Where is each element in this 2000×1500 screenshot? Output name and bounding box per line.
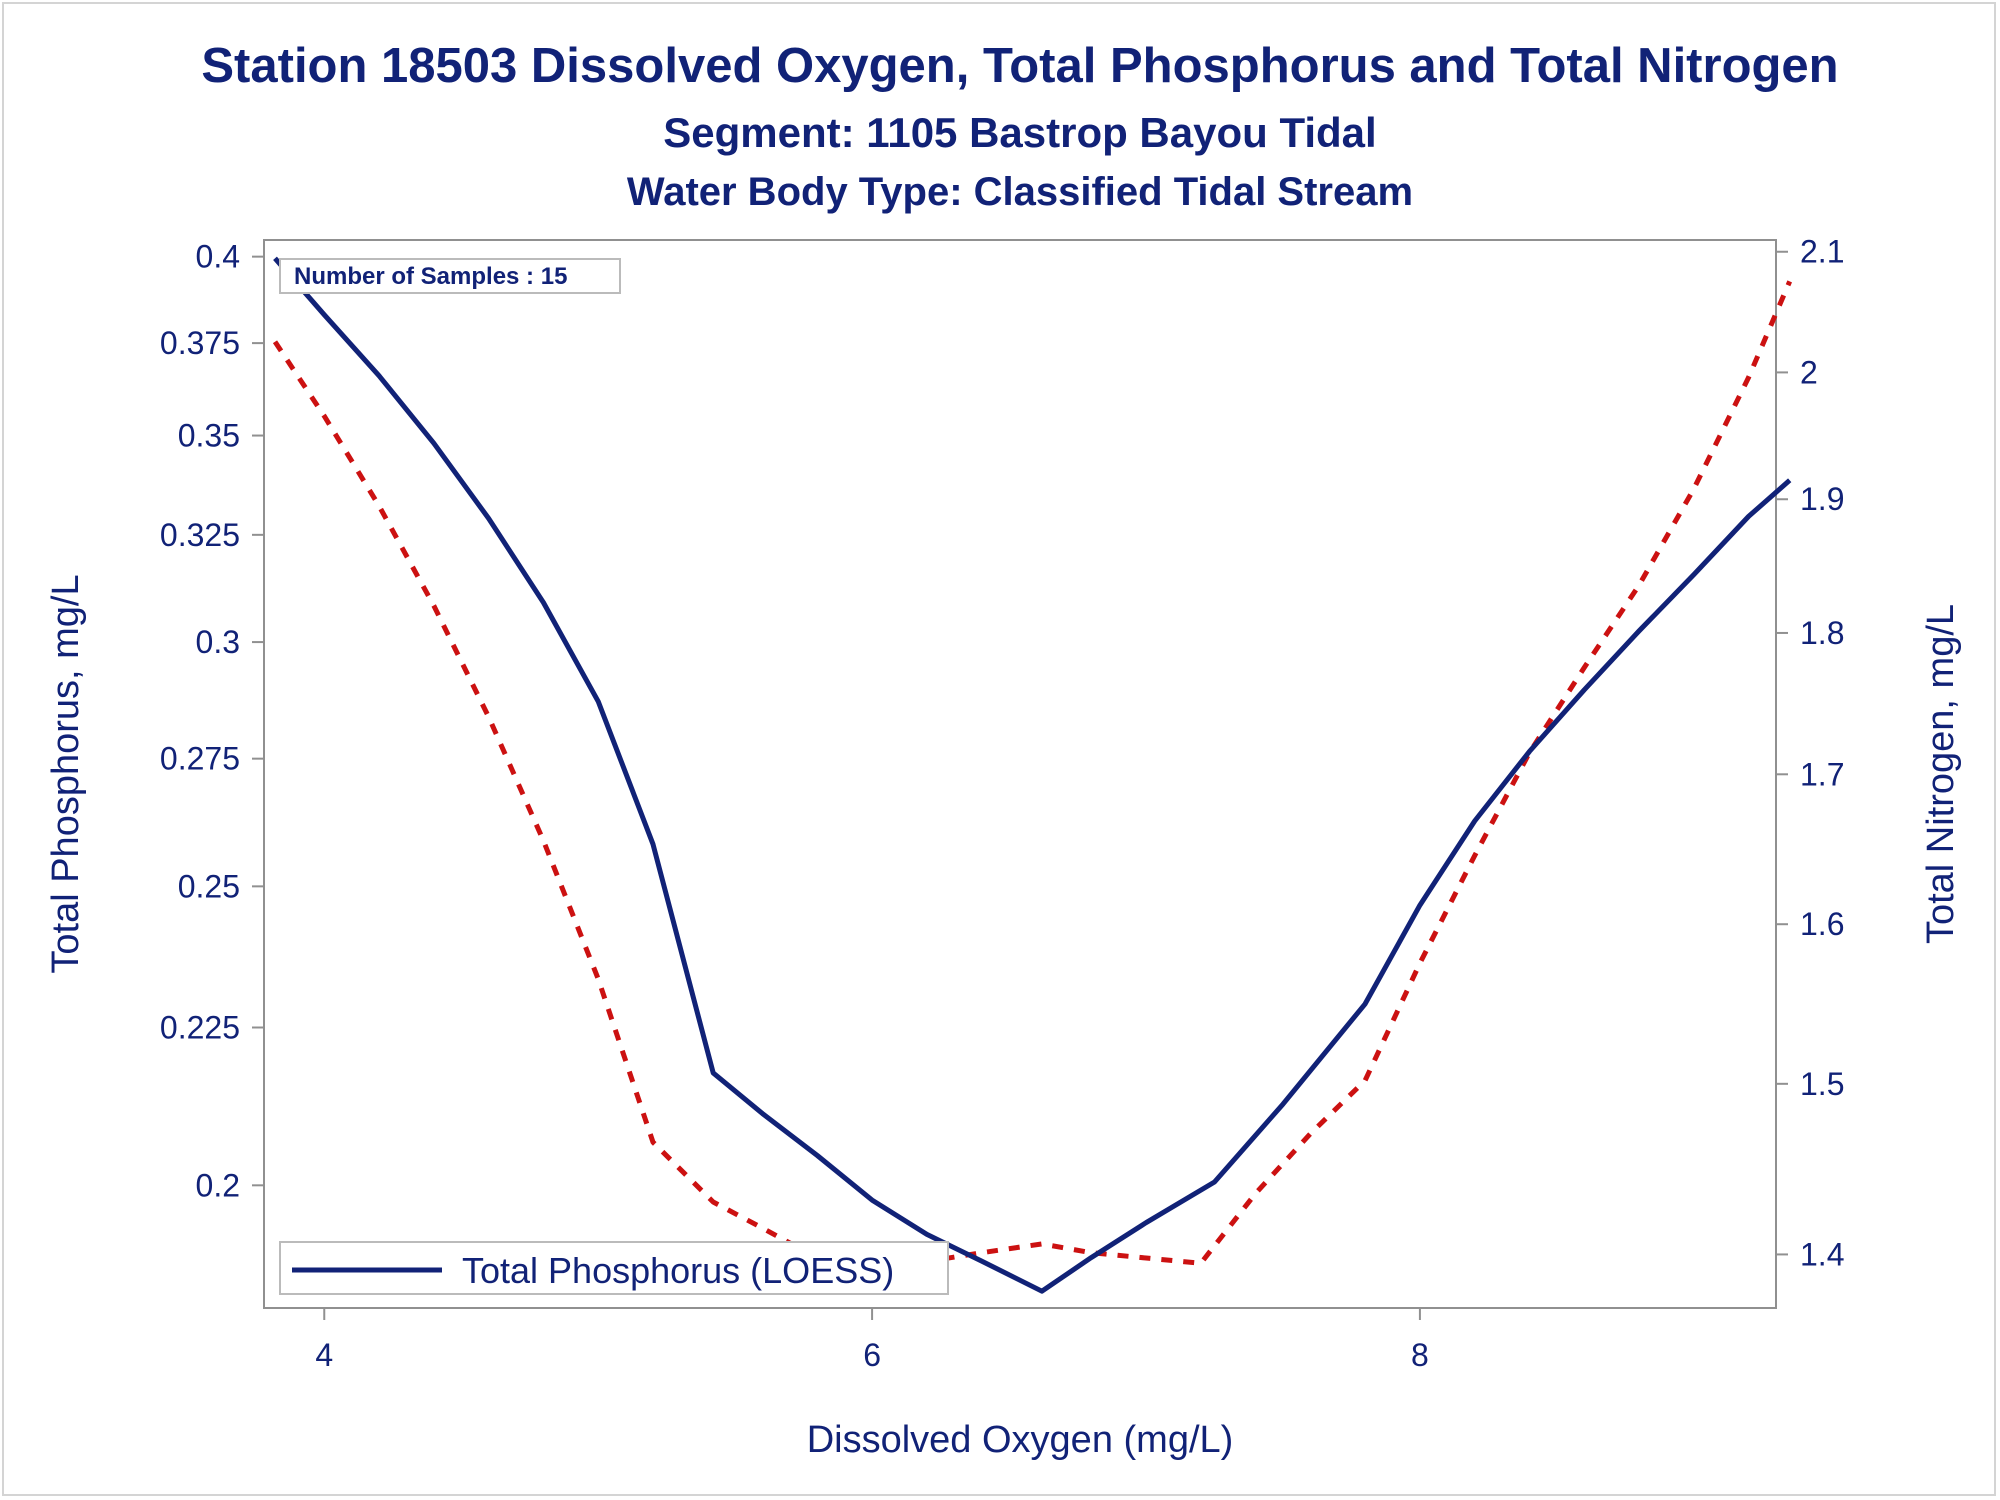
x-tick-label: 4 (315, 1337, 333, 1373)
y2-tick-label: 1.7 (1800, 756, 1844, 792)
series-line-total-phosphorus (273, 256, 1792, 1294)
y-tick-label: 0.325 (160, 517, 240, 553)
sample-count-text: Number of Samples : 15 (294, 263, 567, 290)
y2-tick-label: 1.8 (1800, 615, 1844, 651)
y2-tick-label: 1.9 (1800, 481, 1844, 517)
y-axis-right: 1.4 1.5 1.6 1.7 1.8 1.9 2 2.1 (1776, 234, 1844, 1272)
series-line-total-nitrogen (272, 280, 1792, 1291)
y-axis-label-left: Total Phosphorus, mg/L (45, 574, 87, 973)
y-tick-label: 0.3 (196, 624, 240, 660)
legend: Total Phosphorus (LOESS) (279, 1241, 949, 1295)
y-tick-label: 0.25 (178, 868, 240, 904)
chart-title: Station 18503 Dissolved Oxygen, Total Ph… (201, 39, 1838, 93)
y-tick-label: 0.225 (160, 1010, 240, 1046)
y-tick-label: 0.375 (160, 325, 240, 361)
y2-tick-label: 1.6 (1800, 906, 1844, 942)
y-tick-label: 0.275 (160, 741, 240, 777)
x-axis-label: Dissolved Oxygen (mg/L) (807, 1419, 1234, 1461)
legend-label-total-phosphorus: Total Phosphorus (LOESS) (462, 1250, 894, 1291)
x-tick-label: 6 (863, 1337, 881, 1373)
y-tick-label: 0.35 (178, 418, 240, 454)
sample-count-box (279, 258, 621, 294)
chart-subtitle-water-body: Water Body Type: Classified Tidal Stream (627, 170, 1413, 214)
sample-count-inset: Number of Samples : 15 (279, 258, 621, 294)
x-tick-label: 8 (1411, 1337, 1429, 1373)
y-tick-label: 0.2 (196, 1167, 240, 1203)
y2-tick-label: 1.5 (1800, 1066, 1844, 1102)
y-tick-label: 0.4 (196, 239, 240, 275)
chart-subtitle: Segment: 1105 Bastrop Bayou Tidal (663, 109, 1376, 156)
y-axis-label-right: Total Nitrogen, mg/L (1920, 604, 1962, 944)
y-axis-left: 0.2 0.225 0.25 0.275 0.3 0.325 0.35 0.375 0.4 (160, 239, 264, 1203)
plot-area (263, 239, 1777, 1309)
y2-tick-label: 1.4 (1800, 1236, 1844, 1272)
series-layer (272, 256, 1792, 1294)
x-axis: 4 6 8 (315, 1308, 1429, 1373)
y2-tick-label: 2 (1800, 354, 1818, 390)
y2-tick-label: 2.1 (1800, 234, 1844, 270)
